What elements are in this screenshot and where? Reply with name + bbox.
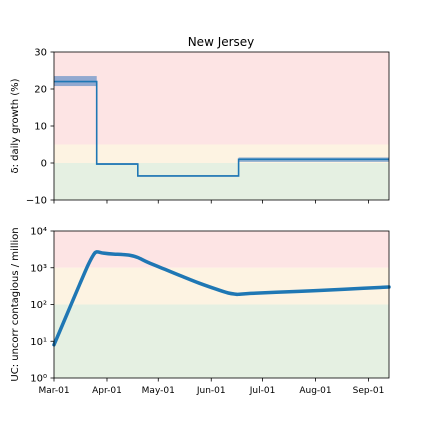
- x-tick-label: Aug-01: [299, 386, 331, 396]
- contagious-line: [52, 250, 391, 347]
- x-tick-label: Apr-01: [92, 386, 122, 396]
- y-tick-label: 10⁰: [30, 374, 47, 385]
- growth-step-line: [54, 80, 389, 177]
- zone-yellow: [54, 267, 389, 305]
- y-axis-label: UC: uncorr contagious / million: [10, 227, 21, 381]
- y-tick-label: 30: [34, 48, 47, 59]
- x-tick-label: May-01: [142, 386, 175, 396]
- y-tick-label: 10⁴: [30, 227, 47, 238]
- y-tick-label: 0: [41, 159, 47, 170]
- y-tick-label: 10³: [30, 263, 47, 274]
- y-tick-label: 20: [34, 85, 47, 96]
- x-tick-label: Sep-01: [353, 386, 385, 396]
- y-axis-label: δ: daily growth (%): [10, 78, 21, 173]
- y-tick-label: 10¹: [30, 337, 47, 348]
- chart-title: New Jersey: [188, 35, 255, 49]
- zone-green: [54, 163, 389, 200]
- zone-red: [54, 52, 389, 145]
- x-tick-label: Jul-01: [249, 386, 276, 396]
- zone-green: [54, 304, 389, 378]
- y-tick-label: 10²: [30, 300, 47, 311]
- growth-panel: 30 20 10 0 −10 δ: daily growth (%): [10, 48, 390, 207]
- x-tick-label: Mar-01: [38, 386, 69, 396]
- x-tick-label: Jun-01: [196, 386, 226, 396]
- y-tick-label: −10: [26, 196, 47, 207]
- zone-red: [54, 231, 389, 268]
- y-tick-label: 10: [34, 122, 47, 133]
